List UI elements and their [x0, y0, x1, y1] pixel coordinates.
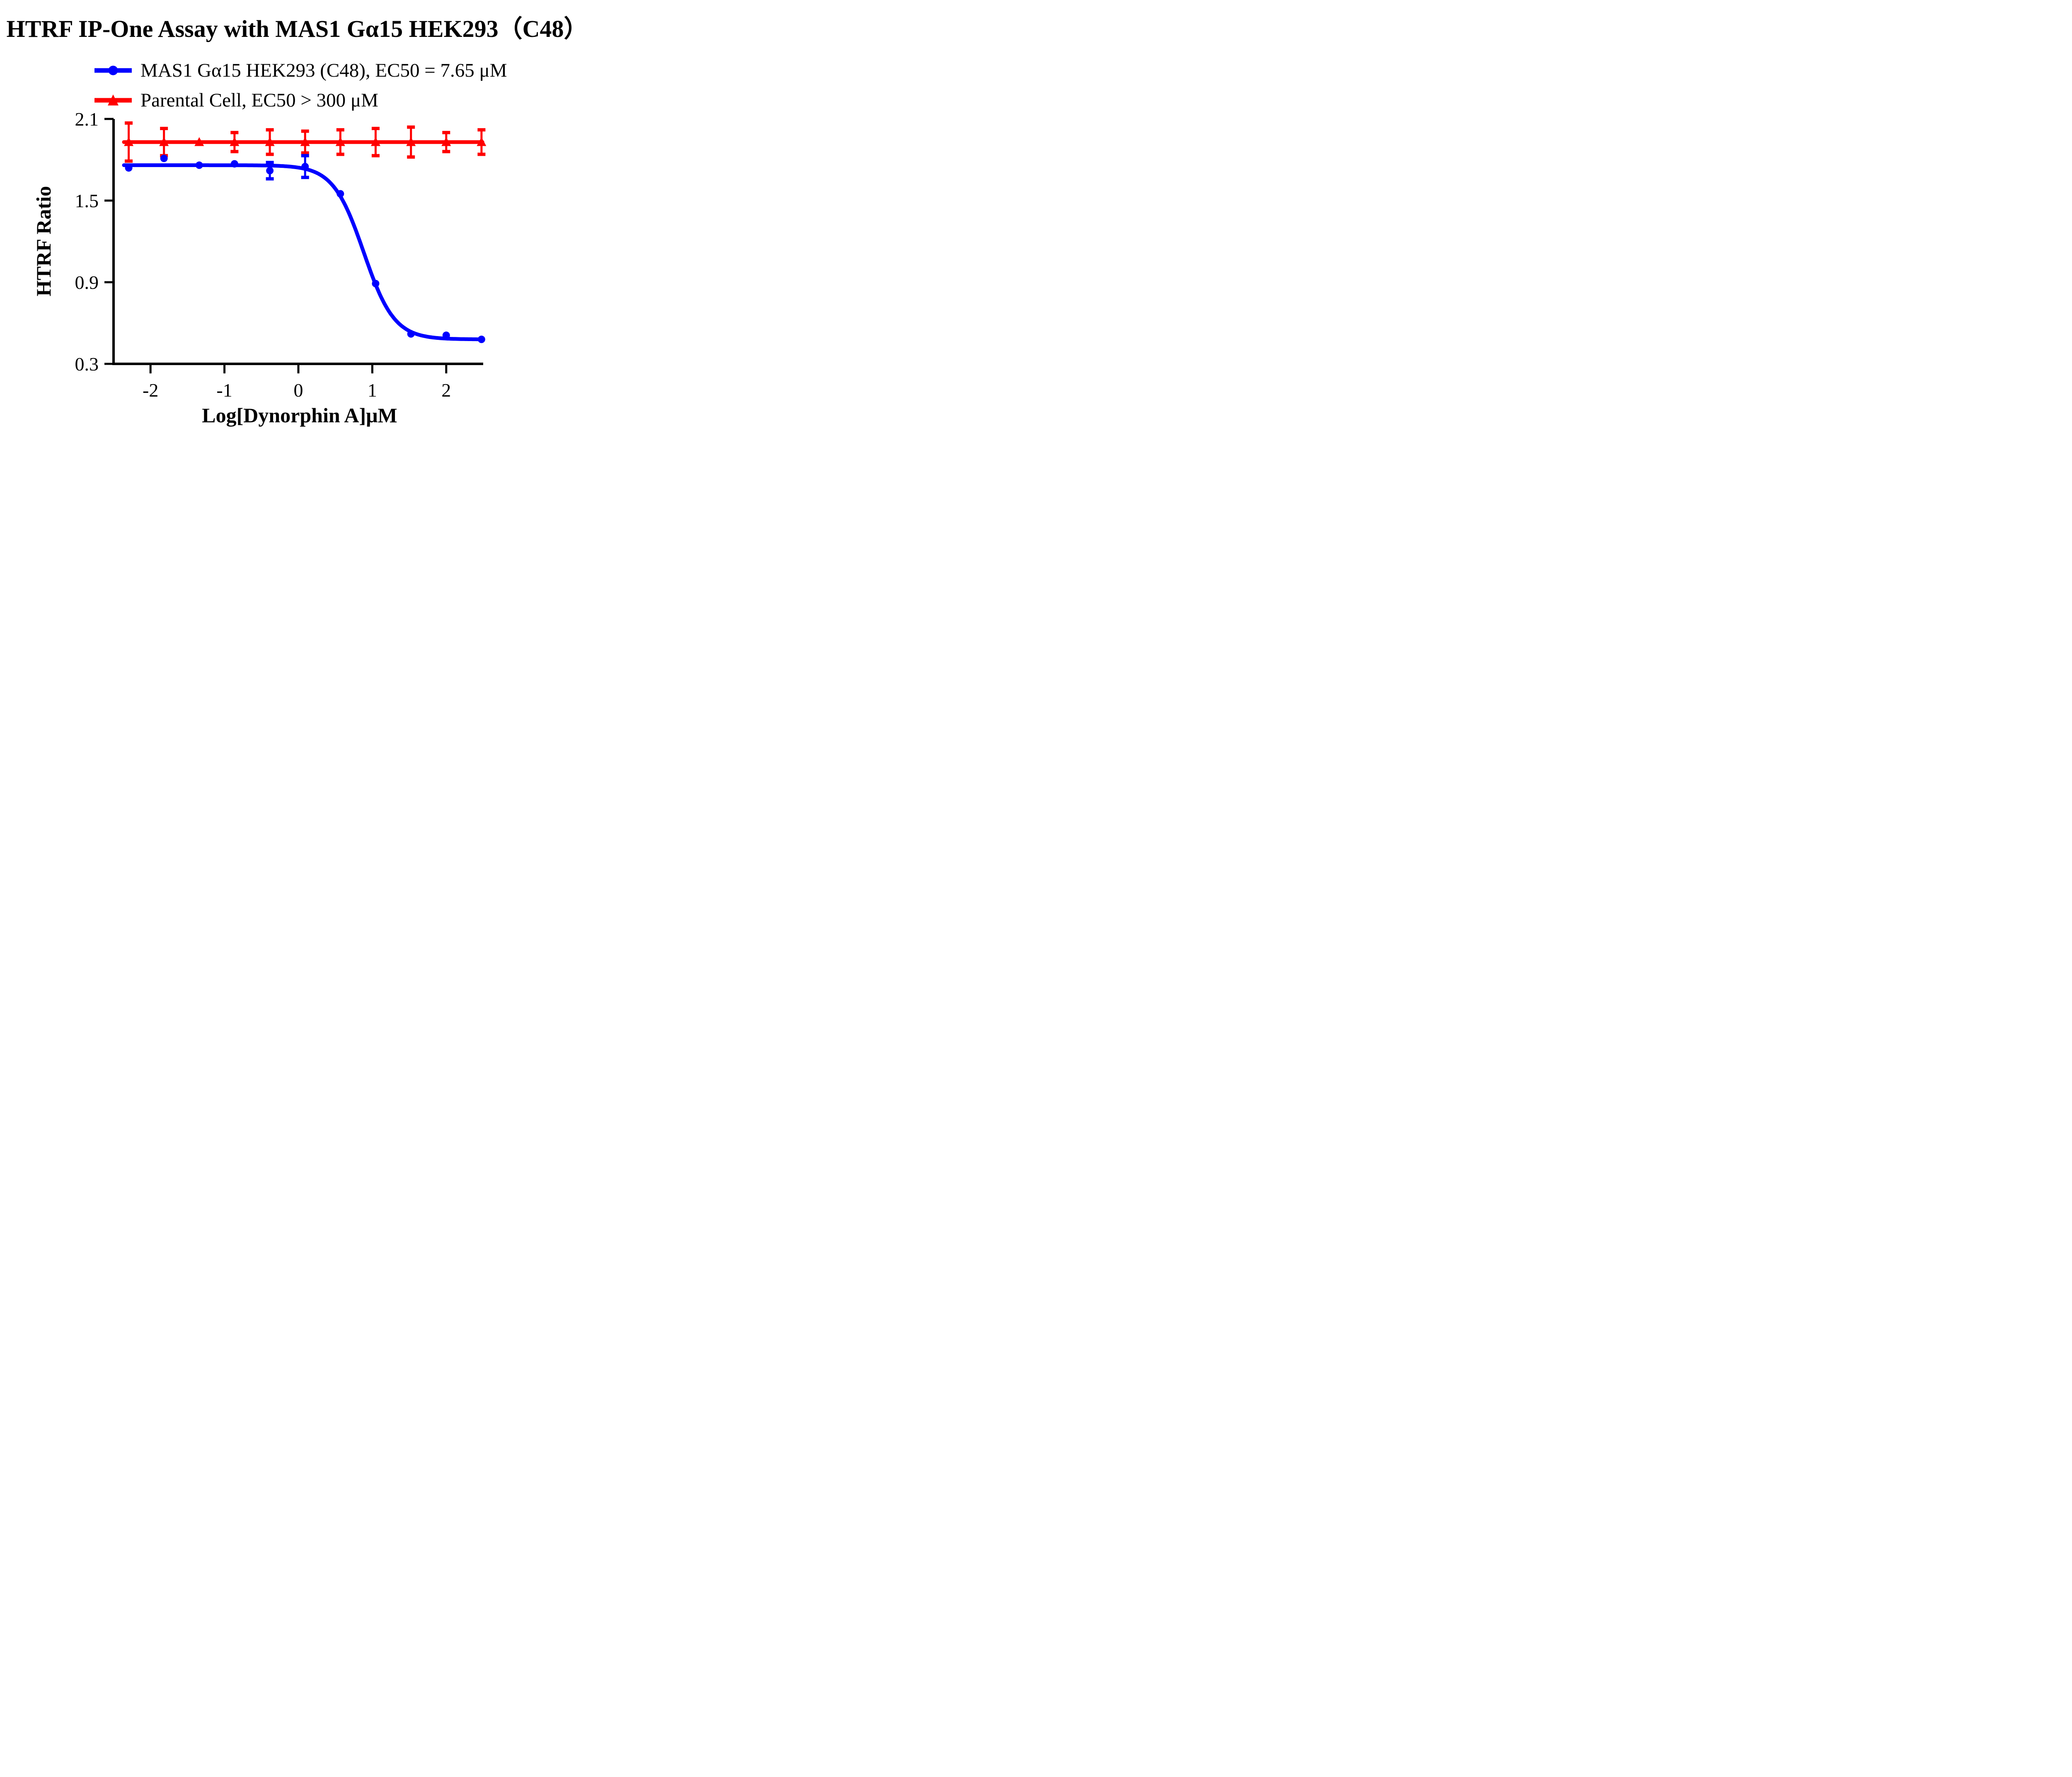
legend-marker-blue-circle-icon [94, 65, 132, 75]
data-point-circle [336, 190, 344, 198]
legend-circle-glyph [108, 65, 118, 75]
legend-label-parental: Parental Cell, EC50 > 300 μM [140, 89, 378, 111]
data-point-circle [230, 160, 238, 168]
x-tick-label: 2 [441, 380, 451, 401]
data-point-triangle [124, 137, 134, 146]
data-point-triangle [335, 137, 345, 146]
data-point-circle [160, 155, 168, 162]
data-point-triangle [370, 137, 380, 146]
data-point-circle [477, 335, 485, 343]
fit-curve-sigmoid [122, 163, 484, 341]
data-point-triangle [441, 137, 451, 146]
data-point-triangle [194, 137, 204, 146]
data-point-triangle [477, 137, 487, 146]
y-tick-label: 2.1 [75, 109, 99, 130]
data-point-circle [195, 161, 203, 169]
y-tick-label: 0.9 [75, 272, 99, 293]
x-tick-label: 1 [368, 380, 377, 401]
x-tick-label: 0 [294, 380, 303, 401]
x-axis-title: Log[Dynorphin A]μM [202, 404, 397, 427]
data-point-triangle [265, 137, 275, 146]
data-point-triangle [406, 137, 416, 146]
chart-title: HTRF IP-One Assay with MAS1 Gα15 HEK293（… [6, 15, 588, 42]
x-tick-label: -2 [143, 380, 158, 401]
figure: HTRF IP-One Assay with MAS1 Gα15 HEK293（… [0, 0, 594, 444]
legend: MAS1 Gα15 HEK293 (C48), EC50 = 7.65 μM P… [93, 58, 507, 118]
data-point-triangle [300, 137, 310, 146]
data-point-circle [407, 330, 415, 338]
data-point-circle [301, 162, 309, 170]
y-tick-label: 1.5 [75, 190, 99, 211]
legend-triangle-glyph [108, 94, 119, 106]
x-tick-label: -1 [216, 380, 232, 401]
legend-label-mas1: MAS1 Gα15 HEK293 (C48), EC50 = 7.65 μM [140, 59, 507, 81]
y-tick-label: 0.3 [75, 353, 99, 375]
data-point-circle [125, 164, 133, 172]
data-point-triangle [159, 137, 169, 146]
data-point-circle [266, 167, 274, 174]
legend-item-mas1: MAS1 Gα15 HEK293 (C48), EC50 = 7.65 μM [93, 58, 507, 83]
legend-marker-red-triangle-icon [94, 94, 132, 106]
data-point-circle [372, 280, 380, 288]
axes-spines [112, 119, 483, 365]
data-point-circle [442, 332, 450, 339]
data-point-triangle [230, 137, 240, 146]
plot-area: 2.1 1.5 0.9 0.3 -2 -1 0 1 2 [75, 109, 487, 401]
legend-item-parental: Parental Cell, EC50 > 300 μM [93, 88, 507, 113]
